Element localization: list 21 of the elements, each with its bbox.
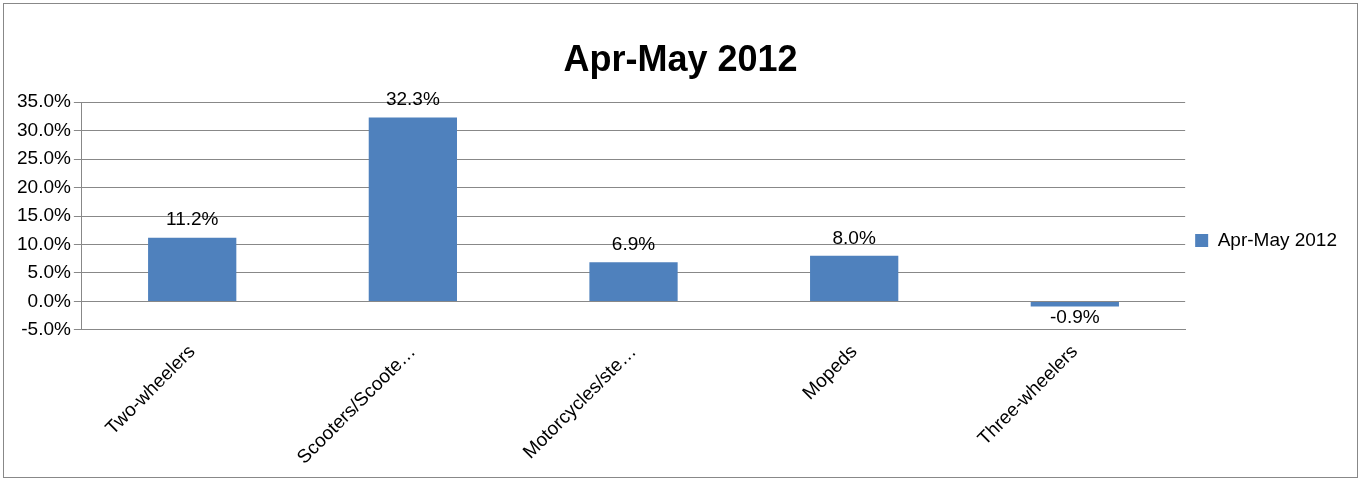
- y-tick-label: 10.0%: [17, 232, 71, 254]
- y-tick-label: 20.0%: [17, 175, 71, 197]
- y-tick-label: 35.0%: [17, 90, 71, 112]
- y-tick-label: 5.0%: [27, 261, 71, 283]
- y-tick-label: 0.0%: [27, 289, 71, 311]
- y-tick-label: 25.0%: [17, 147, 71, 169]
- legend-label: Apr-May 2012: [1217, 228, 1338, 250]
- data-label: 6.9%: [611, 232, 656, 254]
- y-tick-label: 15.0%: [17, 204, 71, 226]
- data-label: 8.0%: [832, 226, 876, 248]
- bar: [148, 237, 237, 301]
- bar: [1030, 301, 1119, 307]
- bar: [589, 262, 678, 301]
- y-tick-label: -5.0%: [21, 318, 71, 340]
- chart-title: Apr-May 2012: [563, 37, 798, 79]
- data-label: 32.3%: [385, 88, 440, 110]
- data-label: -0.9%: [1050, 306, 1100, 328]
- bar: [810, 255, 899, 301]
- y-tick-label: 30.0%: [17, 118, 71, 140]
- data-label: 11.2%: [165, 208, 219, 230]
- bar: [368, 117, 457, 301]
